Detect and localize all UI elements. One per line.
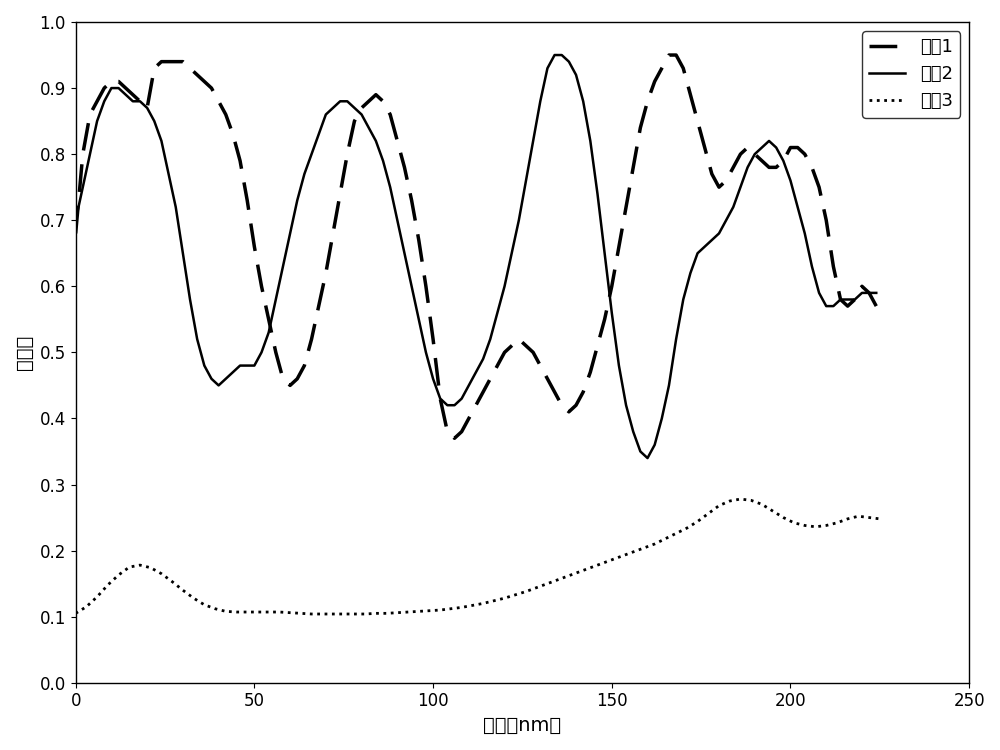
Y-axis label: 反射率: 反射率 [15, 334, 34, 370]
地牸3 [145, 563, 157, 572]
地牸2 [327, 104, 339, 112]
地牸1 [91, 97, 103, 106]
地牸2 [98, 97, 110, 106]
地牸1 [827, 262, 839, 271]
地牸3 [734, 494, 746, 503]
地牸2 [684, 268, 696, 278]
地牸1 [684, 90, 696, 99]
地牸2 [642, 454, 654, 463]
地牸2 [827, 302, 839, 310]
Line: 地牸1: 地牸1 [76, 55, 876, 438]
X-axis label: 波长（nm）: 波长（nm） [483, 716, 561, 735]
地牸2 [749, 150, 761, 159]
地牸3 [616, 551, 628, 560]
地牸3 [499, 594, 511, 603]
地牸2 [870, 289, 882, 298]
地牸3 [70, 609, 82, 618]
地牸1 [70, 229, 82, 238]
地牸2 [91, 116, 103, 125]
地牸3 [595, 560, 607, 568]
地牸3 [724, 496, 736, 506]
Legend: 地牸1, 地牸2, 地牸3: 地牸1, 地牸2, 地牸3 [862, 31, 960, 118]
地牸1 [749, 150, 761, 159]
地牸3 [874, 514, 886, 523]
地牸1 [870, 302, 882, 310]
地牸1 [327, 229, 339, 238]
地牸1 [449, 433, 461, 442]
地牸2 [549, 50, 561, 59]
Line: 地牸3: 地牸3 [76, 499, 880, 614]
Line: 地牸2: 地牸2 [76, 55, 876, 458]
地牸2 [70, 216, 82, 225]
地牸1 [663, 50, 675, 59]
地牸3 [306, 610, 318, 619]
地牸1 [98, 83, 110, 92]
地牸3 [359, 610, 371, 619]
